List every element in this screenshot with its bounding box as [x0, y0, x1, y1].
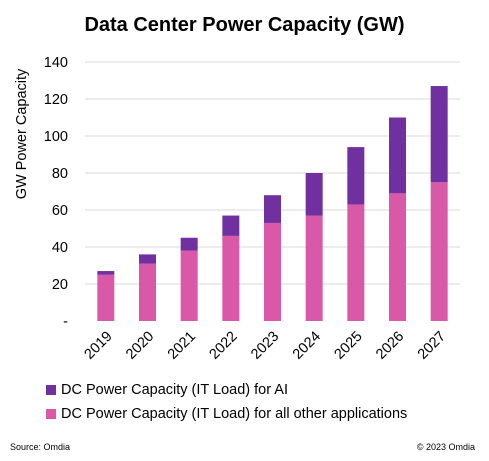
legend-item-other: DC Power Capacity (IT Load) for all othe…	[46, 402, 407, 426]
bar-other-applications	[389, 193, 406, 321]
x-tick-label: 2025	[332, 329, 366, 363]
bar-other-applications	[264, 222, 281, 321]
y-tick-label: 140	[44, 55, 68, 71]
legend-swatch-ai	[46, 385, 56, 395]
chart-title: Data Center Power Capacity (GW)	[84, 14, 405, 36]
bar-other-applications	[347, 204, 365, 321]
x-tick-label: 2023	[248, 329, 282, 363]
bar-other-applications	[430, 182, 448, 321]
x-tick-label: 2026	[373, 329, 407, 363]
bar-ai	[139, 254, 156, 264]
bar-other-applications	[180, 250, 198, 321]
bar-other-applications	[97, 274, 115, 321]
bar-ai	[430, 86, 448, 183]
bar-ai	[389, 117, 406, 194]
x-tick-label: 2024	[290, 329, 324, 363]
bars	[97, 86, 448, 321]
source-note: Source: Omdia	[10, 442, 71, 452]
legend-label-ai: DC Power Capacity (IT Load) for AI	[61, 382, 288, 398]
x-tick-label: 2027	[415, 329, 449, 363]
legend-label-other: DC Power Capacity (IT Load) for all othe…	[61, 406, 408, 422]
bar-other-applications	[139, 263, 156, 321]
y-tick-label: 80	[52, 166, 68, 182]
bar-ai	[305, 173, 323, 216]
y-tick-label: 20	[52, 277, 68, 293]
y-tick-label: 120	[44, 92, 68, 108]
bar-other-applications	[305, 215, 323, 321]
legend-item-ai: DC Power Capacity (IT Load) for AI	[46, 378, 407, 402]
x-tick-label: 2021	[165, 329, 199, 363]
y-tick-label: 60	[52, 203, 68, 219]
y-tick-label: 100	[44, 129, 68, 145]
bar-ai	[347, 147, 365, 205]
bar-ai	[180, 237, 198, 251]
y-tick-label: 40	[52, 240, 68, 256]
x-tick-label: 2019	[82, 329, 116, 363]
legend-swatch-other	[46, 409, 56, 419]
bar-ai	[222, 215, 240, 236]
bar-ai	[264, 195, 281, 223]
x-tick-label: 2022	[207, 329, 241, 363]
y-axis-label: GW Power Capacity	[14, 68, 30, 199]
bar-other-applications	[222, 235, 240, 321]
y-axis-ticks: - 20 40 60 80 100 120 140	[44, 55, 68, 330]
chart-legend: DC Power Capacity (IT Load) for AI DC Po…	[46, 378, 407, 426]
x-axis-ticks: 2019 2020 2021 2022 2023 2024 2025 2026 2027	[82, 329, 449, 363]
copyright-note: © 2023 Omdia	[416, 442, 475, 452]
x-tick-label: 2020	[123, 329, 157, 363]
y-tick-label: -	[63, 314, 68, 330]
bar-ai	[97, 271, 115, 275]
